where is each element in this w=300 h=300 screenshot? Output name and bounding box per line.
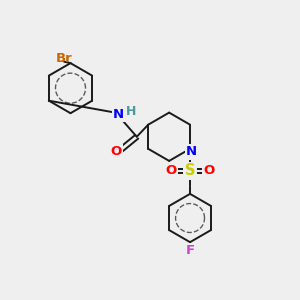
Text: N: N bbox=[186, 145, 197, 158]
Text: O: O bbox=[203, 164, 214, 177]
Text: H: H bbox=[126, 105, 136, 118]
Text: O: O bbox=[166, 164, 177, 177]
Text: O: O bbox=[110, 145, 122, 158]
Text: S: S bbox=[185, 164, 195, 178]
Text: Br: Br bbox=[56, 52, 72, 65]
Text: F: F bbox=[185, 244, 195, 257]
Text: N: N bbox=[113, 108, 124, 121]
